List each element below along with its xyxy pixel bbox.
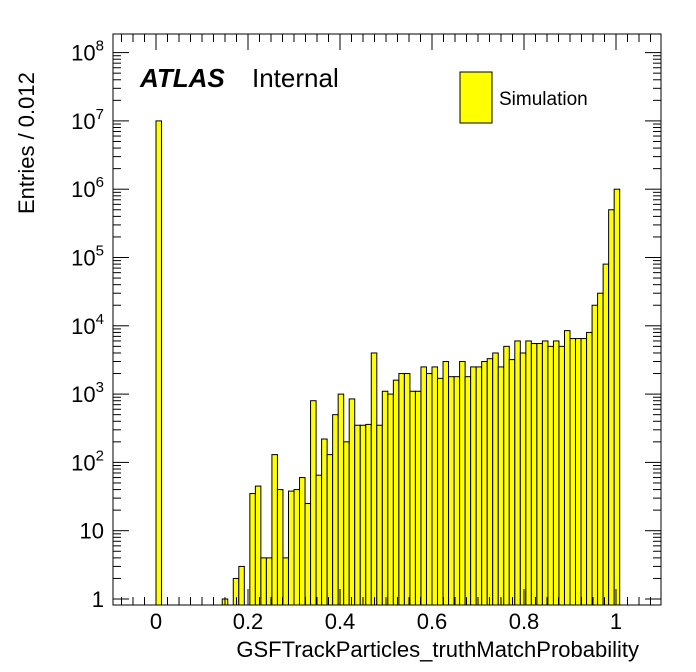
histogram-bar	[575, 338, 582, 606]
histogram-bar	[453, 376, 461, 606]
histogram-bar	[536, 343, 543, 606]
histogram-bar	[497, 366, 505, 606]
histogram-bar	[541, 340, 549, 606]
histogram-bar	[315, 474, 323, 606]
histogram-bar	[271, 454, 278, 606]
histogram-bar	[332, 414, 339, 606]
x-tick-label: 0	[150, 609, 162, 634]
histogram-bar	[475, 366, 483, 606]
histogram-bar	[420, 366, 427, 606]
histogram-bar	[464, 376, 472, 606]
histogram-bar	[580, 338, 588, 606]
plot-frame	[112, 33, 662, 606]
histogram-bar	[409, 390, 416, 606]
y-tick-label: 105	[71, 243, 104, 271]
histogram-bar	[470, 366, 477, 606]
histogram-bar	[552, 340, 560, 606]
histogram-bar	[525, 340, 532, 606]
histogram-bar	[310, 400, 317, 606]
axis-ticks	[113, 34, 661, 605]
histogram-bar	[354, 424, 361, 606]
histogram-bar	[387, 393, 394, 606]
internal-label: Internal	[252, 63, 339, 93]
histogram-bar	[321, 438, 328, 606]
histogram-bar	[558, 345, 565, 606]
histogram-bar	[287, 490, 295, 606]
histogram-bar	[337, 393, 345, 606]
histogram-bar	[414, 390, 422, 606]
x-tick-label: 0.4	[325, 609, 356, 634]
y-tick-label: 102	[71, 447, 104, 475]
histogram-bars	[155, 120, 621, 606]
histogram-bar	[481, 361, 488, 606]
histogram-bar	[155, 120, 163, 606]
x-axis-label: GSFTrackParticles_truthMatchProbability	[236, 637, 639, 662]
histogram-bar	[563, 330, 571, 606]
y-tick-label: 108	[71, 38, 104, 66]
legend-swatch	[459, 71, 493, 124]
histogram-bar	[613, 188, 621, 606]
histogram-bar	[238, 565, 245, 606]
histogram-bar	[403, 373, 411, 606]
histogram-bar	[508, 359, 516, 606]
histogram-bar	[569, 338, 577, 606]
histogram-bar	[547, 345, 554, 606]
x-tick-labels: 0 0.2 0.4 0.6 0.8 1	[150, 609, 622, 634]
legend-label: Simulation	[499, 89, 588, 110]
histogram-bar	[376, 424, 383, 606]
histogram-bar	[304, 503, 312, 606]
histogram-bar	[597, 292, 604, 606]
x-tick-label: 0.6	[417, 609, 448, 634]
histogram-bar	[425, 373, 433, 606]
histogram-bar	[381, 390, 389, 606]
histogram-bar	[343, 441, 350, 606]
y-tick-label: 104	[71, 311, 104, 339]
y-tick-label: 106	[71, 174, 104, 202]
histogram-bar	[293, 489, 301, 606]
histogram-bar	[260, 557, 267, 606]
histogram-bar	[276, 489, 284, 606]
histogram-bar	[514, 340, 521, 606]
histogram-bar	[486, 358, 494, 606]
y-axis-label: Entries / 0.012	[14, 72, 39, 214]
histogram-bar	[448, 376, 455, 606]
histogram-bar	[503, 345, 510, 606]
histogram-bar	[459, 361, 466, 606]
histogram-bar	[370, 352, 378, 606]
histogram-bar	[586, 331, 593, 606]
x-tick-label: 0.2	[233, 609, 264, 634]
histogram-bar	[326, 454, 334, 606]
histogram-bar	[530, 343, 538, 606]
histogram-bar	[365, 423, 372, 606]
histogram-bar	[392, 379, 400, 606]
histogram-bar	[602, 263, 610, 606]
y-tick-label: 107	[71, 106, 104, 134]
x-tick-label: 0.8	[509, 609, 540, 634]
histogram-bar	[398, 373, 405, 606]
histogram-bar	[591, 304, 599, 606]
histogram-bar	[608, 209, 615, 606]
y-tick-labels: 1 10 102 103 104 105 106 107 108	[71, 38, 104, 612]
x-tick-label: 1	[610, 609, 622, 634]
y-tick-label: 1	[92, 587, 104, 612]
y-tick-label: 103	[71, 379, 104, 407]
histogram-bar	[348, 398, 356, 606]
histogram-bar	[492, 352, 499, 606]
histogram-bar	[299, 477, 306, 606]
atlas-label: ATLAS	[139, 63, 225, 93]
histogram-bar	[249, 493, 256, 606]
histogram-bar	[442, 361, 450, 606]
histogram-bar	[519, 352, 527, 606]
histogram-bar	[437, 377, 444, 606]
histogram-bar	[359, 424, 367, 606]
histogram-bar	[282, 557, 289, 606]
histogram-bar	[254, 485, 262, 606]
histogram-bar	[431, 366, 439, 606]
y-tick-label: 10	[80, 519, 104, 544]
